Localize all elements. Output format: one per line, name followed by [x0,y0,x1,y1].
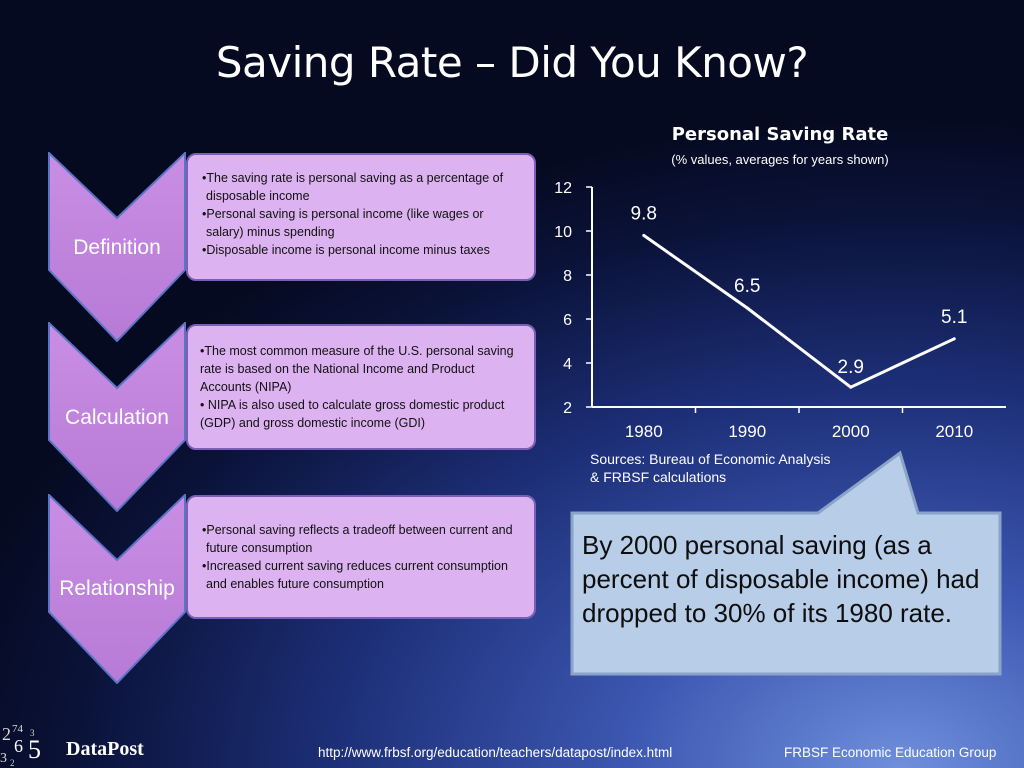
definition-box: •The saving rate is personal saving as a… [186,153,536,281]
footer-url[interactable]: http://www.frbsf.org/education/teachers/… [318,745,673,760]
calculation-box: •The most common measure of the U.S. per… [186,324,536,450]
y-tick-label: 4 [563,356,572,373]
brand-name: DataPost [66,738,144,760]
data-label: 6.5 [734,276,760,297]
calculation-label: Calculation [65,406,169,429]
data-label: 5.1 [941,307,967,328]
y-tick-label: 6 [563,312,572,329]
callout-text: By 2000 personal saving (as a percent of… [582,530,980,628]
sources-line-1: Sources: Bureau of Economic Analysis [590,451,831,467]
x-tick-label: 2000 [832,422,870,441]
relationship-bullet-1: •Personal saving reflects a tradeoff bet… [202,523,513,555]
calculation-chevron-outline [48,322,186,512]
relationship-label: Relationship [59,577,175,600]
datapost-logo: 2 74 3 6 5 3 2 [0,723,41,768]
y-tick-label: 10 [554,224,572,241]
svg-text:3: 3 [0,751,7,766]
y-tick-label: 2 [563,400,572,417]
relationship-bullet-2: •Increased current saving reduces curren… [202,559,508,591]
saving-rate-chart: 2 4 6 8 10 12 1980 1990 2000 2010 9.8 6.5 2.9 5.1 [554,180,1006,441]
data-point [745,306,749,310]
definition-bullet-3: •Disposable income is personal income mi… [202,243,490,257]
svg-text:74: 74 [12,723,24,735]
calculation-bullet-1: •The most common measure of the U.S. per… [200,344,514,394]
svg-text:6: 6 [14,736,23,756]
chart-sources: Sources: Bureau of Economic Analysis & F… [590,450,830,486]
y-tick-label: 8 [563,268,572,285]
sources-line-2: & FRBSF calculations [590,469,727,485]
definition-bullet-2: •Personal saving is personal income (lik… [202,207,484,239]
slide-title: Saving Rate – Did You Know? [215,38,809,87]
footer-group: FRBSF Economic Education Group [784,745,997,760]
calculation-bullet-2: • NIPA is also used to calculate gross d… [200,398,505,430]
svg-text:2: 2 [2,724,11,744]
data-point [642,233,646,237]
callout-shape [570,450,1002,676]
x-tick-label: 1990 [728,422,766,441]
svg-text:3: 3 [30,728,35,738]
svg-text:5: 5 [28,735,41,764]
svg-text:2: 2 [10,758,15,768]
relationship-chevron-outline [48,494,186,684]
data-label: 9.8 [631,203,657,224]
relationship-box: •Personal saving reflects a tradeoff bet… [186,495,536,619]
chart-title: Personal Saving Rate [671,124,889,145]
chart-subtitle: (% values, averages for years shown) [671,152,889,167]
saving-rate-line [642,234,955,389]
data-point [849,385,853,389]
data-label: 2.9 [838,357,864,378]
definition-chevron-outline [48,152,186,342]
y-tick-label: 12 [554,180,572,197]
definition-label: Definition [73,236,161,259]
x-tick-label: 1980 [625,422,663,441]
definition-bullet-1: •The saving rate is personal saving as a… [202,171,504,203]
data-point [952,337,956,341]
x-tick-label: 2010 [935,422,973,441]
